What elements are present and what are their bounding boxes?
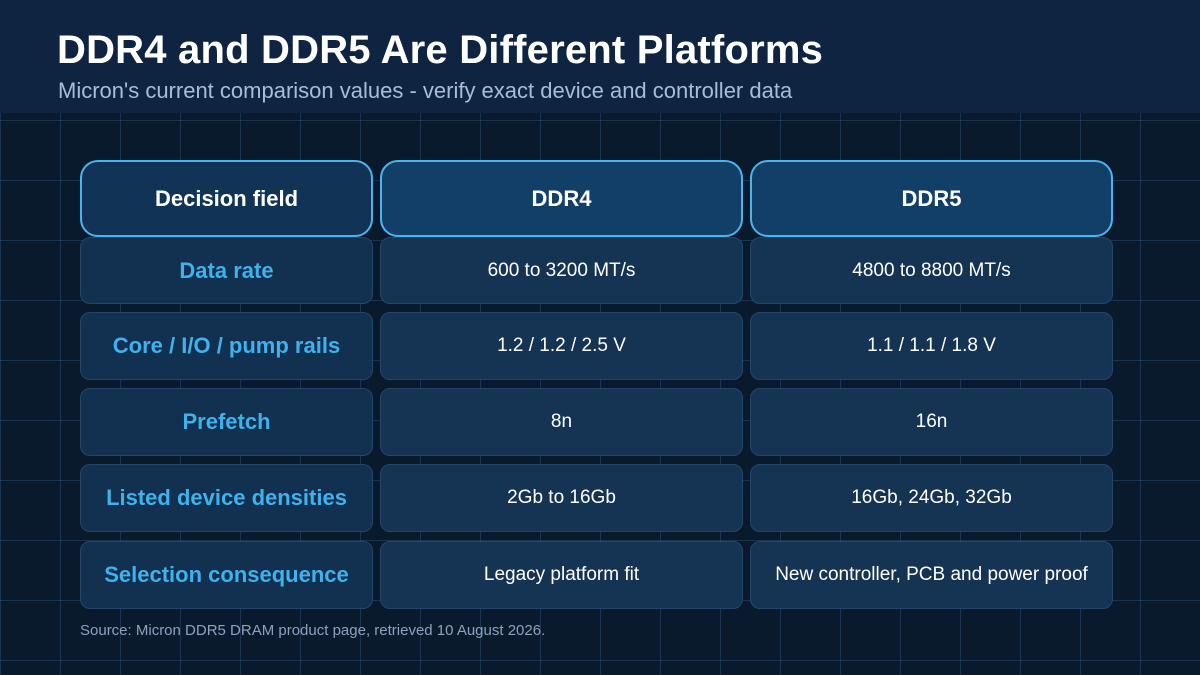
cell-ddr4-data-rate: 600 to 3200 MT/s xyxy=(380,237,743,304)
cell-ddr4-rails: 1.2 / 1.2 / 2.5 V xyxy=(380,312,743,380)
cell-ddr5-densities: 16Gb, 24Gb, 32Gb xyxy=(750,464,1113,532)
row-label-prefetch: Prefetch xyxy=(80,388,373,456)
header-decision-field: Decision field xyxy=(80,160,373,237)
header-ddr5: DDR5 xyxy=(750,160,1113,237)
cell-ddr5-rails: 1.1 / 1.1 / 1.8 V xyxy=(750,312,1113,380)
row-label-densities: Listed device densities xyxy=(80,464,373,532)
cell-ddr4-prefetch: 8n xyxy=(380,388,743,456)
page-subtitle: Micron's current comparison values - ver… xyxy=(58,78,793,103)
header-band xyxy=(0,0,1200,113)
row-label-rails: Core / I/O / pump rails xyxy=(80,312,373,380)
cell-ddr5-data-rate: 4800 to 8800 MT/s xyxy=(750,237,1113,304)
source-note: Source: Micron DDR5 DRAM product page, r… xyxy=(80,622,546,639)
page-title: DDR4 and DDR5 Are Different Platforms xyxy=(57,28,824,72)
cell-ddr5-prefetch: 16n xyxy=(750,388,1113,456)
cell-ddr5-selection-consequence: New controller, PCB and power proof xyxy=(750,541,1113,609)
header-ddr4: DDR4 xyxy=(380,160,743,237)
cell-ddr4-densities: 2Gb to 16Gb xyxy=(380,464,743,532)
row-label-selection-consequence: Selection consequence xyxy=(80,541,373,609)
row-label-data-rate: Data rate xyxy=(80,237,373,304)
cell-ddr4-selection-consequence: Legacy platform fit xyxy=(380,541,743,609)
